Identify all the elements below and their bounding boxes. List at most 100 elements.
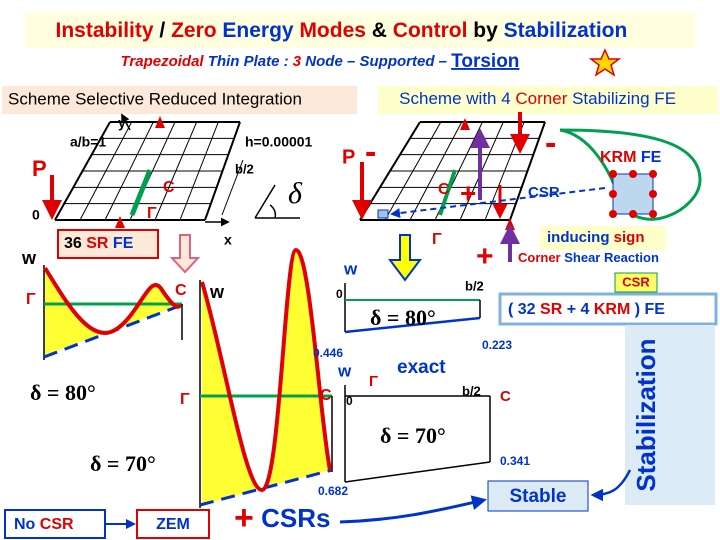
part: ) FE [630, 301, 665, 318]
label: b/2 [462, 383, 481, 398]
part: KRM [600, 149, 636, 166]
title-part: Zero [171, 19, 217, 42]
label: y [118, 115, 126, 131]
label: w [209, 282, 225, 302]
label: - [545, 124, 556, 162]
arrow [339, 495, 487, 524]
arrow [590, 469, 632, 502]
title-bg [25, 12, 695, 48]
label: P [342, 146, 355, 168]
y-axis [121, 113, 131, 131]
part: CSRs [254, 503, 331, 533]
part: inducing [547, 229, 610, 246]
part: CSR [40, 516, 74, 533]
subtitle-part: 3 [293, 53, 302, 70]
label: C [438, 181, 450, 198]
mode-curve [43, 266, 182, 335]
angle-sketch [254, 184, 300, 219]
label: C [500, 388, 511, 405]
heading-part: Stabilizing FE [567, 89, 676, 108]
heading-part: Corner [515, 89, 567, 108]
label: Γ [26, 291, 36, 308]
c-gamma-line [129, 169, 153, 216]
label: 0 [32, 207, 40, 223]
fill [45, 268, 180, 355]
label: 0.341 [500, 454, 530, 468]
stable: Stable [509, 486, 566, 507]
part: + 4 [562, 301, 594, 318]
element-box [57, 229, 159, 259]
label: h=0.00001 [245, 134, 313, 150]
inducing-bg [540, 226, 666, 250]
part: KRM [594, 301, 630, 318]
title-part: Control [393, 19, 468, 42]
label: Γ [147, 205, 157, 222]
label: 0.682 [318, 484, 348, 498]
label: P [32, 156, 47, 181]
stabilization: Stabilization [631, 338, 661, 491]
part: No [14, 516, 40, 533]
csrs: + CSRs [234, 499, 330, 537]
title: Instability / Zero Energy Modes & Contro… [38, 19, 633, 42]
dim-line [221, 159, 244, 216]
element-label: ( 32 SR + 4 KRM ) FE [508, 301, 665, 318]
part: FE [636, 149, 661, 166]
right-heading-bg [378, 86, 718, 114]
element-box [498, 292, 718, 326]
subtitle-part: Trapezoidal [121, 53, 205, 70]
stabilization-bg [625, 325, 715, 505]
label: δ [288, 177, 303, 210]
deflection [344, 316, 481, 334]
down-arrow [169, 234, 201, 274]
title-part: Modes [294, 19, 366, 42]
label: C [320, 387, 332, 404]
dashed-arrow [390, 187, 606, 218]
label: Γ [180, 391, 190, 408]
label: 0 [336, 287, 343, 301]
label: 0.446 [313, 346, 343, 360]
krm-element [612, 173, 654, 215]
label: - [365, 133, 376, 171]
label: w [343, 259, 358, 278]
label: C [163, 179, 175, 196]
label: CSR [528, 184, 560, 201]
part: SR [82, 235, 109, 252]
subtitle-part: Thin Plate : [204, 53, 293, 70]
label: Γ [432, 231, 442, 248]
label: b/2 [235, 161, 254, 176]
csr-tag: CSR [622, 274, 650, 289]
title-part: / [154, 19, 172, 42]
supports [115, 116, 165, 228]
part: Corner [518, 250, 561, 265]
corner-shear: Corner Shear Reaction [518, 250, 659, 265]
inducing-label: inducing sign [547, 229, 645, 246]
label: b/2 [465, 278, 484, 293]
label: + [460, 177, 476, 208]
grid-line [204, 121, 241, 221]
deflection [344, 461, 491, 483]
label: C [175, 282, 187, 299]
label: exact [397, 357, 446, 378]
label: + [476, 240, 494, 273]
title-part: Energy [217, 19, 294, 42]
grid-line [509, 121, 546, 221]
corner-element [377, 209, 389, 219]
star [588, 48, 622, 77]
plate-grids [54, 121, 546, 221]
subtitle-part: Node – Supported – [301, 53, 451, 70]
part: sign [610, 229, 645, 246]
zem-box [136, 509, 210, 539]
label: δ = 80° [370, 305, 436, 330]
title-part: by [467, 19, 503, 42]
subtitle: Trapezoidal Thin Plate : 3 Node – Suppor… [108, 51, 524, 72]
down-arrow [388, 234, 422, 282]
subtitle-part: Torsion [451, 51, 519, 72]
label: δ = 80° [30, 380, 96, 405]
zem: ZEM [156, 516, 190, 533]
label: 0.223 [482, 338, 512, 352]
part: FE [108, 235, 133, 252]
supports [460, 118, 515, 230]
stable-box [487, 480, 589, 512]
label: Γ [369, 373, 378, 390]
